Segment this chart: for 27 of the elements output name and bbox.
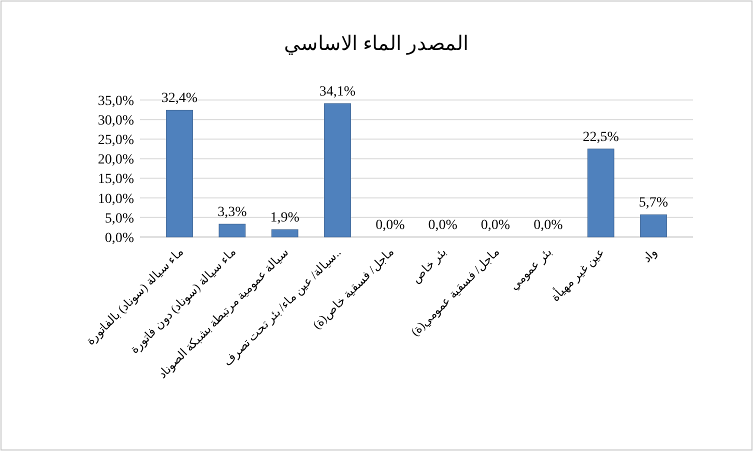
bar [271,229,298,238]
data-label: 3,3% [218,205,248,220]
y-tick-label: 5,0% [104,211,134,226]
y-tick-label: 30,0% [98,113,134,128]
y-tick-label: 35,0% [98,94,134,109]
y-tick-label: 20,0% [98,152,134,168]
data-label: 0,0% [428,218,458,233]
bar [218,224,246,238]
data-label: 22,5% [582,130,620,145]
y-tick-label: 10,0% [98,192,134,207]
data-label: 0,0% [534,218,564,233]
data-label: 32,4% [161,91,198,106]
y-tick-label: 0,0% [104,230,134,246]
data-label: 0,0% [480,218,510,233]
bar [166,110,193,238]
y-tick-label: 25,0% [98,133,134,148]
data-label: 5,7% [638,196,668,211]
data-label: 1,9% [270,210,300,226]
chart-title: المصدر الماء الاساسي [284,33,469,55]
bar [640,214,667,238]
bar [587,148,614,238]
x-tick-label: بئر خاص [408,245,449,286]
data-label: 34,1% [319,84,356,100]
bar [324,103,351,238]
x-tick-label: واد [640,245,660,266]
y-tick-label: 15,0% [98,172,134,188]
data-label: 0,0% [376,218,406,233]
